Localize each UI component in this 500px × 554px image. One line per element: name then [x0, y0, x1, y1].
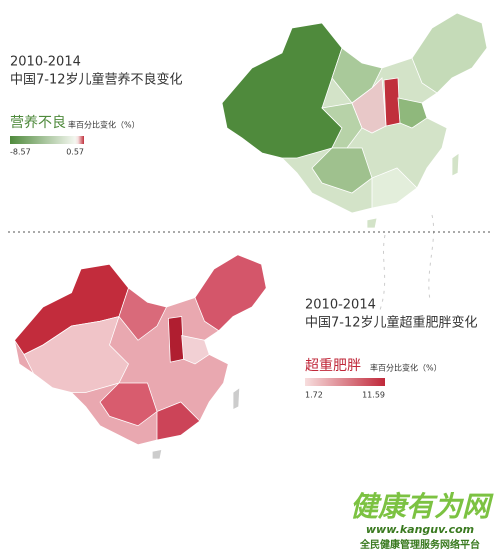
legend-unit: 率百分比变化（%）	[370, 363, 442, 373]
maritime-boundary	[379, 214, 435, 311]
title: 中国7-12岁儿童营养不良变化	[10, 72, 183, 88]
logo-url: www.kanguv.com	[366, 523, 474, 536]
island	[366, 217, 378, 229]
region	[397, 97, 428, 129]
region	[99, 382, 158, 427]
logo-name: 健康有为网	[350, 490, 494, 523]
region	[221, 22, 343, 159]
legend-scale	[10, 136, 84, 144]
region	[118, 287, 168, 341]
island	[232, 386, 241, 411]
region	[23, 315, 129, 393]
region	[411, 12, 488, 94]
region	[168, 316, 184, 363]
island	[451, 152, 460, 177]
region	[351, 77, 387, 134]
legend-title: 超重肥胖	[305, 358, 361, 374]
region	[194, 254, 267, 332]
title: 中国7-12岁儿童超重肥胖变化	[305, 315, 478, 331]
island	[151, 449, 163, 460]
legend-min: -8.57	[10, 148, 31, 157]
region	[383, 77, 401, 127]
legend-title: 营养不良	[10, 115, 66, 131]
legend-unit: 率百分比变化（%）	[68, 120, 140, 130]
map-malnutrition	[221, 12, 488, 229]
legend-max: 11.59	[362, 391, 385, 400]
region	[371, 167, 418, 209]
map-obesity	[14, 254, 267, 460]
region	[156, 401, 201, 441]
logo-slogan: 全民健康管理服务网络平台	[359, 538, 480, 551]
legend-max: 0.57	[66, 148, 84, 157]
period: 2010-2014	[10, 55, 81, 70]
region	[181, 335, 210, 365]
period: 2010-2014	[305, 298, 376, 313]
region	[311, 147, 373, 194]
legend-scale	[305, 378, 385, 386]
legend-min: 1.72	[305, 391, 323, 400]
